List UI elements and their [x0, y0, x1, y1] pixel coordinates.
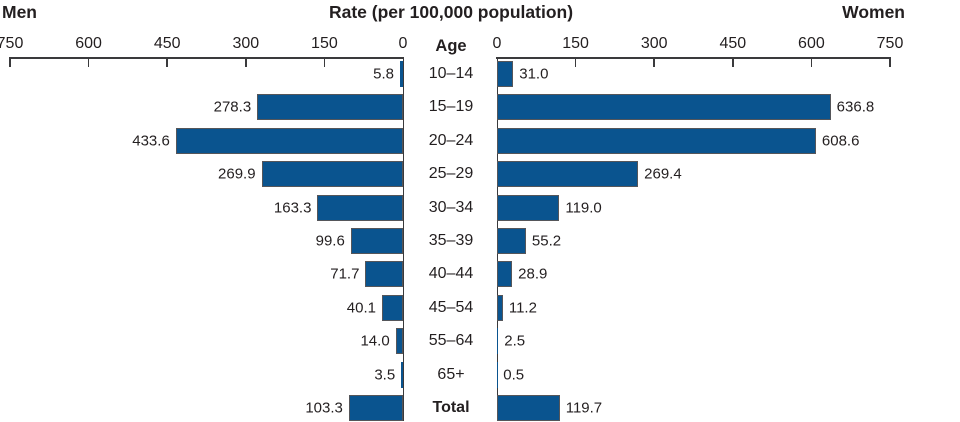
- women-value-label: 0.5: [503, 366, 525, 384]
- age-row: 278.3 15–19 636.8: [0, 94, 960, 121]
- women-value-label: 636.8: [836, 98, 875, 116]
- women-value-label: 2.5: [504, 332, 526, 350]
- men-axis-tick: [323, 58, 326, 67]
- men-value-label: 14.0: [360, 332, 390, 350]
- men-bar: [399, 61, 403, 87]
- men-axis-tick-label: 300: [232, 35, 260, 52]
- women-axis-tick: [889, 58, 891, 67]
- age-row: 163.3 30–34 119.0: [0, 194, 960, 221]
- men-bar: [381, 294, 403, 321]
- men-value-label: 99.6: [315, 232, 345, 250]
- age-row: 433.6 20–24 608.6: [0, 127, 960, 154]
- women-bar: [497, 61, 514, 87]
- age-label: 40–44: [428, 265, 474, 283]
- men-axis-tick: [87, 58, 90, 67]
- women-axis-tick: [732, 58, 734, 67]
- men-value-label: 40.1: [346, 299, 376, 317]
- women-bar: [497, 127, 816, 154]
- men-bar: [261, 161, 403, 188]
- women-value-label: 269.4: [644, 165, 682, 183]
- men-axis-tick: [9, 58, 11, 67]
- women-bar: [497, 194, 560, 221]
- women-bar: [497, 328, 499, 355]
- women-value-label: 28.9: [518, 265, 548, 283]
- men-axis-tick-label: 600: [75, 35, 102, 52]
- age-label: Total: [432, 399, 470, 416]
- men-value-label: 71.7: [330, 265, 360, 283]
- men-value-label: 5.8: [373, 65, 394, 83]
- men-bar: [395, 328, 403, 355]
- women-value-label: 31.0: [519, 65, 549, 83]
- women-series-label: Women: [842, 2, 905, 22]
- men-axis-tick: [245, 58, 247, 67]
- women-axis-tick: [810, 58, 813, 67]
- men-axis-tick: [166, 58, 168, 67]
- men-axis-tick-label: 0: [398, 35, 408, 52]
- men-bar: [401, 361, 403, 388]
- men-value-label: 433.6: [132, 132, 170, 150]
- women-bar: [497, 361, 498, 388]
- age-row: 3.5 65+ 0.5: [0, 361, 960, 388]
- women-value-label: 11.2: [508, 299, 537, 317]
- women-axis-tick-label: 150: [562, 35, 589, 52]
- age-row: 5.8 10–14 31.0: [0, 61, 960, 87]
- women-axis-tick-label: 300: [640, 35, 668, 52]
- men-axis-line: [9, 57, 404, 59]
- age-label: 45–54: [428, 298, 474, 316]
- men-axis-tick-label: 150: [311, 35, 338, 52]
- women-value-label: 119.7: [565, 399, 603, 417]
- women-bar: [497, 294, 503, 321]
- age-label: 25–29: [428, 165, 474, 183]
- women-axis-tick: [574, 58, 577, 67]
- women-bar: [497, 94, 831, 121]
- women-axis-tick-label: 750: [876, 35, 904, 52]
- age-row: 14.0 55–64 2.5: [0, 328, 960, 355]
- age-label: 20–24: [428, 131, 474, 149]
- women-bar: [497, 261, 513, 288]
- age-row: 40.1 45–54 11.2: [0, 294, 960, 321]
- women-value-label: 119.0: [565, 199, 602, 217]
- men-value-label: 103.3: [305, 399, 343, 417]
- age-label: 35–39: [428, 232, 474, 249]
- age-label: 30–34: [428, 198, 474, 216]
- men-bar: [350, 228, 403, 254]
- men-zero-baseline: [402, 57, 405, 421]
- chart-title: Rate (per 100,000 population): [328, 2, 574, 22]
- men-value-label: 163.3: [273, 199, 312, 217]
- men-bar: [365, 261, 403, 288]
- women-axis-line: [496, 57, 891, 59]
- men-value-label: 3.5: [374, 366, 396, 384]
- age-column-header: Age: [435, 37, 467, 55]
- age-row: 269.9 25–29 269.4: [0, 161, 960, 188]
- women-value-label: 608.6: [821, 132, 860, 150]
- men-bar: [317, 194, 403, 221]
- men-bar: [175, 127, 403, 154]
- age-label: 65+: [437, 365, 465, 383]
- age-row: 71.7 40–44 28.9: [0, 261, 960, 288]
- women-bar: [497, 161, 639, 188]
- men-axis-tick-label: 750: [0, 35, 24, 52]
- women-bar: [497, 395, 560, 421]
- men-axis-tick-label: 450: [153, 35, 181, 52]
- age-label: 10–14: [428, 65, 474, 82]
- women-value-label: 55.2: [531, 232, 562, 250]
- men-value-label: 269.9: [218, 165, 256, 183]
- age-row: 103.3 Total 119.7: [0, 395, 960, 421]
- age-row: 99.6 35–39 55.2: [0, 228, 960, 254]
- men-bar: [348, 395, 403, 421]
- women-axis-tick-label: 0: [492, 35, 502, 52]
- women-axis-tick-label: 600: [798, 35, 825, 52]
- men-bar: [257, 94, 403, 121]
- women-axis-tick-label: 450: [719, 35, 747, 52]
- men-series-label: Men: [2, 2, 37, 22]
- women-axis-tick: [653, 58, 655, 67]
- age-label: 55–64: [428, 332, 474, 350]
- women-bar: [497, 228, 526, 254]
- age-label: 15–19: [428, 98, 474, 116]
- men-value-label: 278.3: [213, 98, 252, 116]
